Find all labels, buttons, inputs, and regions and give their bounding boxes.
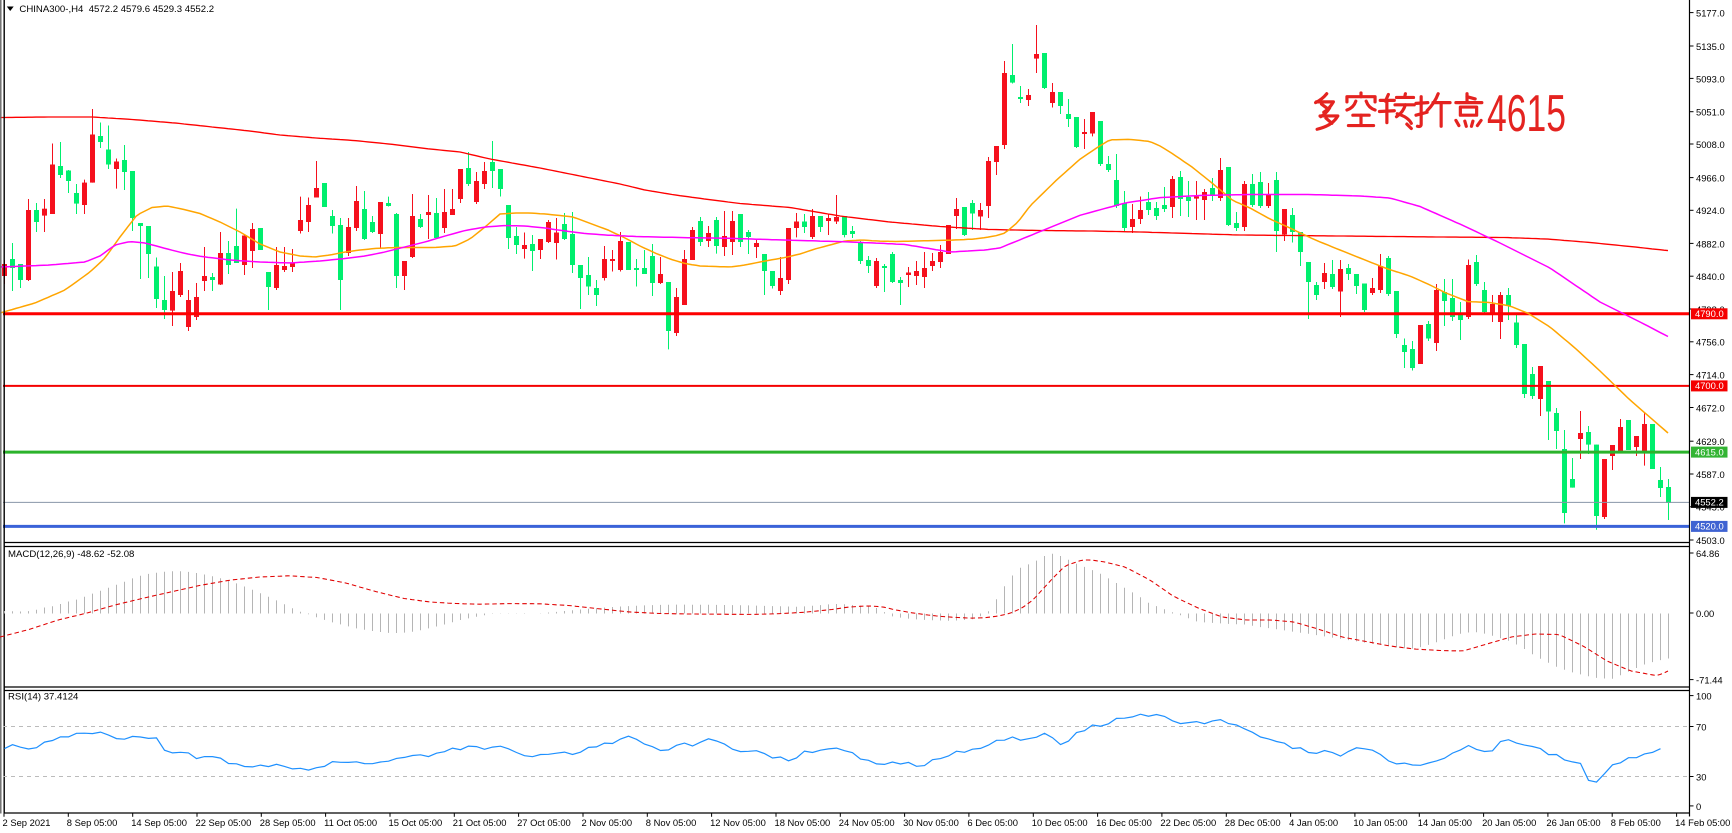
svg-text:14 Feb 05:00: 14 Feb 05:00	[1675, 817, 1730, 828]
svg-text:8 Nov 05:00: 8 Nov 05:00	[646, 817, 697, 828]
svg-text:4615.0: 4615.0	[1695, 446, 1724, 457]
svg-text:14 Jan 05:00: 14 Jan 05:00	[1418, 817, 1472, 828]
svg-text:4552.2: 4552.2	[1695, 497, 1724, 508]
svg-text:12 Nov 05:00: 12 Nov 05:00	[710, 817, 766, 828]
svg-text:28 Dec 05:00: 28 Dec 05:00	[1225, 817, 1281, 828]
svg-text:6 Dec 05:00: 6 Dec 05:00	[967, 817, 1018, 828]
svg-text:4629.0: 4629.0	[1696, 436, 1725, 447]
svg-text:15 Oct 05:00: 15 Oct 05:00	[389, 817, 443, 828]
svg-text:10 Dec 05:00: 10 Dec 05:00	[1032, 817, 1088, 828]
svg-text:14 Sep 05:00: 14 Sep 05:00	[131, 817, 187, 828]
svg-text:4840.0: 4840.0	[1696, 271, 1725, 282]
svg-text:8 Feb 05:00: 8 Feb 05:00	[1611, 817, 1661, 828]
svg-text:28 Sep 05:00: 28 Sep 05:00	[260, 817, 316, 828]
svg-text:5093.0: 5093.0	[1696, 73, 1725, 84]
svg-text:10 Jan 05:00: 10 Jan 05:00	[1353, 817, 1407, 828]
svg-text:CHINA300-,H4 4572.2 4579.6 45: CHINA300-,H4 4572.2 4579.6 4529.3 4552.2	[19, 4, 214, 15]
svg-text:5008.0: 5008.0	[1696, 139, 1725, 150]
svg-text:22 Sep 05:00: 22 Sep 05:00	[196, 817, 252, 828]
svg-text:RSI(14) 37.4124: RSI(14) 37.4124	[8, 692, 79, 703]
svg-text:4 Jan 05:00: 4 Jan 05:00	[1289, 817, 1338, 828]
svg-text:4587.0: 4587.0	[1696, 469, 1725, 480]
svg-text:22 Dec 05:00: 22 Dec 05:00	[1160, 817, 1216, 828]
svg-text:4882.0: 4882.0	[1696, 238, 1725, 249]
svg-text:100: 100	[1696, 691, 1712, 702]
svg-text:30: 30	[1696, 771, 1706, 782]
svg-text:4520.0: 4520.0	[1695, 521, 1724, 532]
svg-text:0.00: 0.00	[1696, 608, 1714, 619]
svg-text:11 Oct 05:00: 11 Oct 05:00	[324, 817, 377, 828]
svg-text:64.86: 64.86	[1696, 548, 1719, 559]
svg-text:4756.0: 4756.0	[1696, 337, 1725, 348]
svg-text:4700.0: 4700.0	[1695, 380, 1724, 391]
svg-text:MACD(12,26,9) -48.62 -52.08: MACD(12,26,9) -48.62 -52.08	[8, 549, 134, 560]
svg-text:0: 0	[1696, 801, 1701, 812]
svg-text:70: 70	[1696, 721, 1706, 732]
svg-text:2 Nov 05:00: 2 Nov 05:00	[582, 817, 633, 828]
svg-text:5177.0: 5177.0	[1696, 8, 1725, 19]
svg-text:16 Dec 05:00: 16 Dec 05:00	[1096, 817, 1152, 828]
svg-text:5051.0: 5051.0	[1696, 107, 1725, 118]
svg-text:26 Jan 05:00: 26 Jan 05:00	[1546, 817, 1600, 828]
svg-text:4790.0: 4790.0	[1695, 308, 1724, 319]
svg-text:2 Sep 2021: 2 Sep 2021	[3, 817, 51, 828]
svg-text:5135.0: 5135.0	[1696, 41, 1725, 52]
svg-text:24 Nov 05:00: 24 Nov 05:00	[839, 817, 895, 828]
svg-text:20 Jan 05:00: 20 Jan 05:00	[1482, 817, 1536, 828]
svg-text:8 Sep 05:00: 8 Sep 05:00	[67, 817, 118, 828]
svg-text:4714.0: 4714.0	[1696, 370, 1725, 381]
svg-text:-71.44: -71.44	[1696, 675, 1723, 686]
svg-text:27 Oct 05:00: 27 Oct 05:00	[517, 817, 571, 828]
svg-text:18 Nov 05:00: 18 Nov 05:00	[775, 817, 831, 828]
svg-text:21 Oct 05:00: 21 Oct 05:00	[453, 817, 507, 828]
svg-text:4672.0: 4672.0	[1696, 402, 1725, 413]
svg-text:4966.0: 4966.0	[1696, 173, 1725, 184]
svg-text:4503.0: 4503.0	[1696, 535, 1725, 546]
svg-text:4615: 4615	[1487, 85, 1566, 143]
svg-text:30 Nov 05:00: 30 Nov 05:00	[903, 817, 959, 828]
svg-text:4924.0: 4924.0	[1696, 205, 1725, 216]
